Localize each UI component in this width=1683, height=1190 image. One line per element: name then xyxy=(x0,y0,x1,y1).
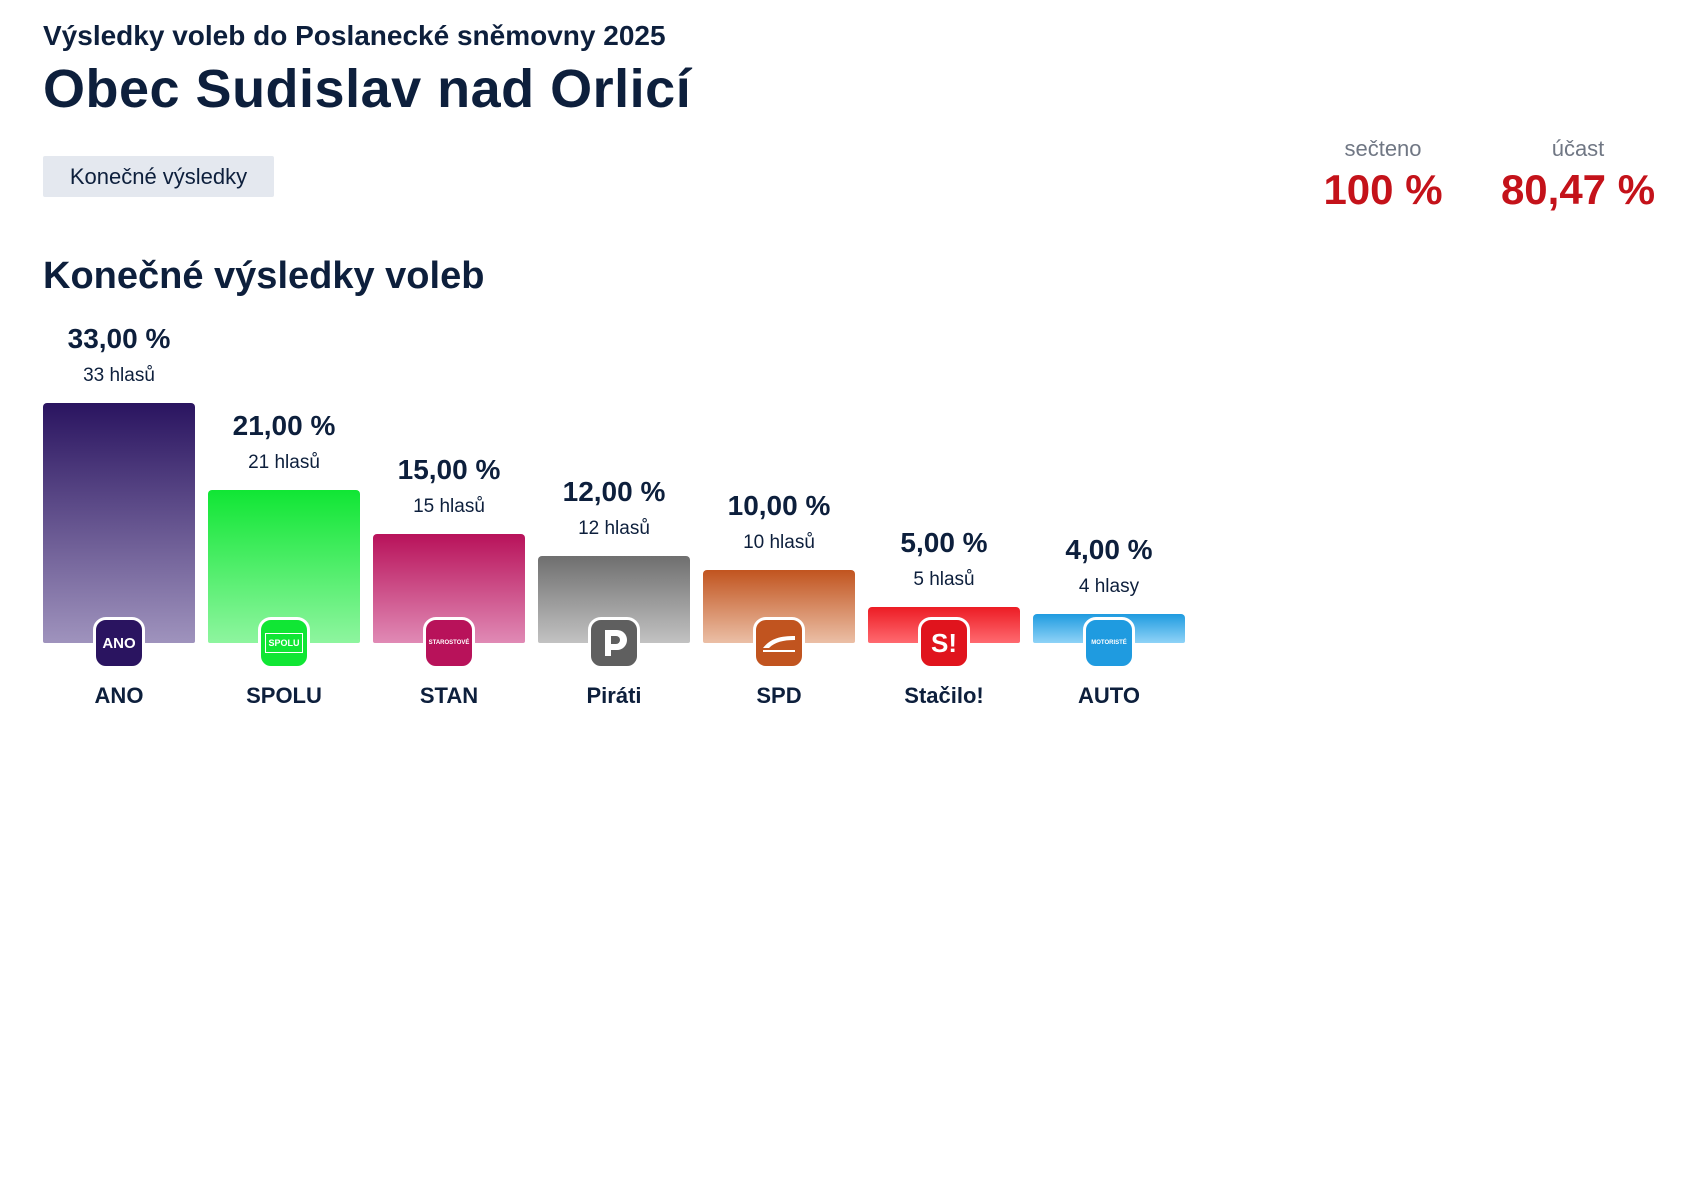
bar-column-ano[interactable]: 33,00 % 33 hlasů ANO ANO xyxy=(43,0,195,720)
spolu-logo-icon: SPOLU xyxy=(258,617,310,669)
bar-votes-label: 10 hlasů xyxy=(743,532,815,554)
bar-value-label: 10,00 % xyxy=(727,490,831,522)
bar-category-label: STAN xyxy=(419,683,479,708)
auto-logo-icon: MOTORISTÉ xyxy=(1083,617,1135,669)
bar-category-label: AUTO xyxy=(1078,683,1140,708)
bar-column-spolu[interactable]: 21,00 % 21 hlasů SPOLU SPOLU xyxy=(208,0,360,720)
pirati-logo-icon xyxy=(588,617,640,669)
counted-value: 100 % xyxy=(1323,166,1443,213)
bar-votes-label: 12 hlasů xyxy=(578,517,650,539)
bar-column-stan[interactable]: 15,00 % 15 hlasů STAROSTOVÉ STAN xyxy=(373,0,525,720)
turnout-value: 80,47 % xyxy=(1500,166,1656,213)
bar-value-label: 21,00 % xyxy=(232,410,336,442)
bar-votes-label: 5 hlasů xyxy=(913,568,975,590)
bar-category-label: Stačilo! xyxy=(904,683,984,708)
ano-logo-icon: ANO xyxy=(93,617,145,669)
tab-final-results[interactable]: Konečné výsledky xyxy=(43,156,274,197)
bar-column-auto[interactable]: 4,00 % 4 hlasy MOTORISTÉ AUTO xyxy=(1033,0,1185,720)
stacilo-logo-icon: S! xyxy=(918,617,970,669)
bar-value-label: 33,00 % xyxy=(67,323,171,354)
bar-column-pirati[interactable]: 12,00 % 12 hlasů Piráti xyxy=(538,0,690,720)
bar-category-label: Piráti xyxy=(586,683,642,708)
section-title: Konečné výsledky voleb xyxy=(43,255,485,297)
page-subtitle: Výsledky voleb do Poslanecké sněmovny 20… xyxy=(43,20,666,51)
bar-votes-label: 21 hlasů xyxy=(248,452,320,474)
bar-votes-label: 4 hlasy xyxy=(1078,575,1140,597)
bar-value-label: 4,00 % xyxy=(1065,533,1153,565)
stan-logo-icon: STAROSTOVÉ xyxy=(423,617,475,669)
counted-label: sečteno xyxy=(1344,136,1422,161)
bar-category-label: SPD xyxy=(756,683,802,708)
bar-value-label: 15,00 % xyxy=(397,453,501,485)
page-title: Obec Sudislav nad Orlicí xyxy=(43,59,692,119)
bar-column-stacilo[interactable]: 5,00 % 5 hlasů S! Stačilo! xyxy=(868,0,1020,720)
bar-column-spd[interactable]: 10,00 % 10 hlasů SPD xyxy=(703,0,855,720)
results-bar-chart: 33,00 % 33 hlasů ANO ANO 21,00 % 21 hlasů SPOL… xyxy=(43,0,1185,720)
bar-value-label: 12,00 % xyxy=(562,475,666,507)
bar-value-label: 5,00 % xyxy=(900,526,988,558)
turnout-label: účast xyxy=(1551,136,1605,161)
turnout-stat: účast 80,47 % xyxy=(1488,136,1668,214)
bar-category-label: ANO xyxy=(94,683,144,708)
bar-votes-label: 33 hlasů xyxy=(83,365,155,386)
bar-ano[interactable] xyxy=(43,403,195,643)
spd-logo-icon xyxy=(753,617,805,669)
counted-stat: sečteno 100 % xyxy=(1308,136,1458,214)
bar-category-label: SPOLU xyxy=(246,683,322,708)
bar-votes-label: 15 hlasů xyxy=(413,495,485,517)
